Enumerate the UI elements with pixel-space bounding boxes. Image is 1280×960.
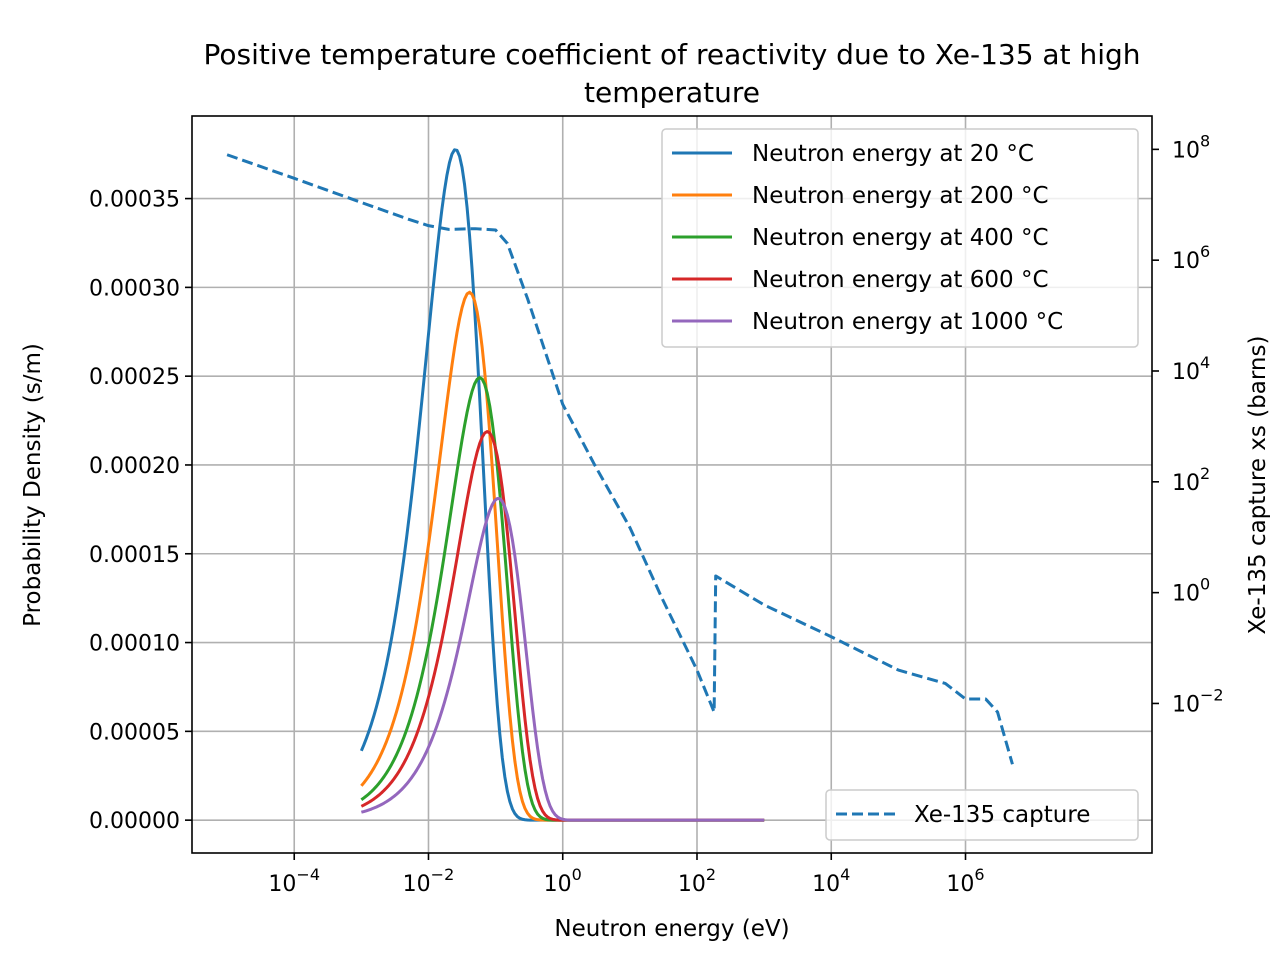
y-tick-label: 0.00020	[89, 454, 180, 479]
legend-label-1000c: Neutron energy at 1000 °C	[752, 309, 1063, 335]
legend-label-600c: Neutron energy at 600 °C	[752, 267, 1049, 293]
x-tick-label: 10−4	[268, 865, 320, 897]
y-tick-label: 0.00025	[89, 365, 180, 390]
series-line-1000c	[360, 496, 765, 822]
tick-layer: 10−4 10−2 100 102 104 106 0.00000 0.00005 0.0001…	[89, 131, 1224, 897]
legend-label-xe135: Xe-135 capture	[914, 802, 1090, 828]
chart-title-line2: temperature	[584, 76, 760, 109]
x-tick-label: 10−2	[403, 865, 455, 897]
y2-tick-label: 100	[1172, 575, 1210, 607]
y2-tick-label: 102	[1172, 464, 1210, 496]
y2-tick-label: 104	[1172, 353, 1210, 385]
y2-tick-label: 10−2	[1172, 685, 1224, 717]
y-tick-label: 0.00015	[89, 543, 180, 568]
y-tick-label: 0.00035	[89, 188, 180, 213]
legend-temperature-box	[661, 128, 1139, 348]
series-layer	[226, 148, 1014, 822]
y2-tick-label: 106	[1172, 242, 1210, 274]
y2-axis-label: Xe-135 capture xs (barns)	[1245, 336, 1271, 635]
legend-label-400c: Neutron energy at 400 °C	[752, 225, 1049, 251]
y-tick-label: 0.00000	[89, 809, 180, 834]
y-tick-label: 0.00010	[89, 632, 180, 657]
legend-temperature: Neutron energy at 20 °C Neutron energy at…	[661, 128, 1139, 348]
y-tick-label: 0.00030	[89, 276, 180, 301]
chart-title-line1: Positive temperature coefficient of reac…	[203, 38, 1140, 71]
x-tick-label: 100	[544, 865, 582, 897]
y-tick-label: 0.00005	[89, 720, 180, 745]
legend-label-200c: Neutron energy at 200 °C	[752, 183, 1049, 209]
y2-tick-label: 108	[1172, 131, 1210, 163]
legend-xe-box	[825, 789, 1139, 841]
legend-label-20c: Neutron energy at 20 °C	[752, 141, 1034, 167]
x-axis-label: Neutron energy (eV)	[554, 916, 789, 942]
legend-xe: Xe-135 capture	[825, 789, 1139, 841]
x-tick-label: 106	[946, 865, 984, 897]
xe135-capture-line	[226, 153, 1014, 765]
y-axis-label: Probability Density (s/m)	[20, 343, 46, 627]
plot-frame	[191, 115, 1153, 854]
x-tick-label: 102	[678, 865, 716, 897]
x-tick-label: 104	[812, 865, 850, 897]
